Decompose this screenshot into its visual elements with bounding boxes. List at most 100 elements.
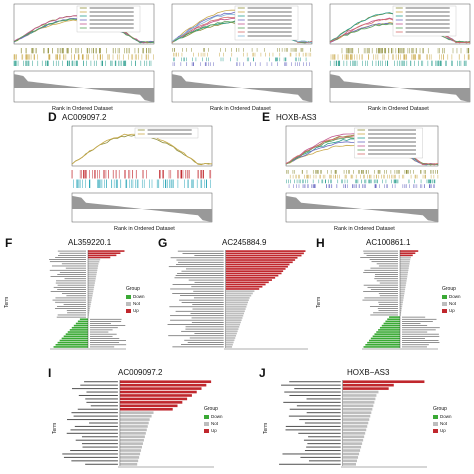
bar xyxy=(119,404,178,408)
term-label-stub xyxy=(190,313,224,314)
curve-legend-text-stub xyxy=(368,137,416,139)
ranked-metric-area xyxy=(14,74,154,102)
bar xyxy=(119,421,149,425)
term-label-stub xyxy=(81,436,118,438)
bar-panel-i: I AC009097.2 Term Group Down Not Up xyxy=(0,366,237,474)
bar xyxy=(119,411,154,414)
curve-legend-text-stub xyxy=(89,7,134,9)
curve-legend-text-stub xyxy=(89,15,134,17)
bar xyxy=(400,269,409,272)
bar xyxy=(342,449,361,452)
bar xyxy=(342,428,367,432)
term-label-stub xyxy=(90,344,127,346)
bar xyxy=(400,263,410,265)
term-label-stub xyxy=(85,398,118,400)
term-label-stub xyxy=(90,321,122,322)
bar xyxy=(389,316,400,318)
term-label-stub xyxy=(379,282,398,284)
bar xyxy=(77,320,88,323)
bar xyxy=(225,341,234,344)
legend-title-j: Group xyxy=(433,406,447,412)
bar xyxy=(59,339,88,342)
term-label-stub xyxy=(170,288,224,290)
bar xyxy=(400,282,407,284)
term-label-stub xyxy=(185,328,224,330)
term-label-stub xyxy=(90,331,109,333)
term-label-stub xyxy=(308,436,341,438)
legend-h: Group Down Not Up xyxy=(442,286,474,326)
term-label-stub xyxy=(49,259,86,260)
term-label-stub xyxy=(289,381,341,383)
term-label-stub xyxy=(52,299,86,301)
term-label-stub xyxy=(374,276,398,277)
legend-item-not-h: Not xyxy=(442,301,456,306)
term-label-stub xyxy=(178,261,224,263)
bar xyxy=(225,274,279,277)
bar xyxy=(88,303,91,306)
bar xyxy=(119,390,197,394)
legend-item-not-f: Not xyxy=(126,301,140,306)
curve-legend-text-stub xyxy=(247,23,292,25)
legend-item-down-f: Down xyxy=(126,294,145,299)
term-label-stub xyxy=(281,384,341,386)
term-label-stub xyxy=(402,323,421,324)
term-label-stub xyxy=(363,250,398,252)
swatch-not xyxy=(433,421,438,426)
ranked-metric-area xyxy=(330,74,470,102)
gsea-plot-e xyxy=(285,125,439,223)
term-label-stub xyxy=(64,278,86,280)
term-label-stub xyxy=(56,316,86,318)
bar xyxy=(79,318,88,321)
curve-legend-text-stub xyxy=(368,153,416,155)
bar xyxy=(342,456,359,459)
swatch-up xyxy=(126,308,131,313)
bar xyxy=(342,432,366,435)
bar xyxy=(119,442,143,445)
bar xyxy=(225,279,272,281)
term-label-stub xyxy=(86,401,118,403)
term-label-stub xyxy=(172,284,224,285)
bar xyxy=(225,252,304,255)
legend-title-i: Group xyxy=(204,406,218,412)
ranked-metric-area xyxy=(72,195,212,222)
bar xyxy=(400,305,403,308)
bar xyxy=(400,286,406,289)
curve-legend-text-stub xyxy=(247,15,292,17)
term-label-stub xyxy=(303,439,341,441)
bar xyxy=(342,421,369,425)
swatch-up xyxy=(433,428,438,433)
term-label-stub xyxy=(378,304,398,305)
term-label-stub xyxy=(90,340,126,341)
panel-title-h: AC100861.1 xyxy=(366,238,411,247)
term-label-stub xyxy=(194,281,224,283)
term-label-stub xyxy=(379,295,398,297)
bar-panel-h: H AC100861.1 Term Group Down Not Up xyxy=(316,236,474,358)
term-label-stub xyxy=(370,289,398,290)
term-label-stub xyxy=(378,293,398,294)
bar xyxy=(119,394,192,397)
bar xyxy=(342,383,394,387)
term-label-stub xyxy=(374,278,398,280)
bar xyxy=(225,305,247,308)
term-label-stub xyxy=(304,422,341,424)
term-label-stub xyxy=(90,327,118,329)
gsea-xlabel-top-right: Rank in Ordered Dataset xyxy=(368,106,429,112)
term-label-stub xyxy=(363,272,398,273)
curve-legend-text-stub xyxy=(405,27,450,29)
panel-letter-i: I xyxy=(48,366,52,380)
term-label-stub xyxy=(168,335,224,337)
term-label-stub xyxy=(86,391,118,393)
bar xyxy=(88,277,96,280)
bar xyxy=(342,387,389,390)
panel-letter-f: F xyxy=(5,236,13,250)
bar xyxy=(400,299,404,301)
curve-legend-box xyxy=(392,5,457,37)
term-label-stub xyxy=(306,412,341,414)
bar xyxy=(225,288,260,290)
term-label-stub xyxy=(402,338,425,339)
term-label-stub xyxy=(90,329,113,331)
bar xyxy=(225,268,286,270)
legend-item-up-j: Up xyxy=(433,428,446,433)
panel-title-i: AC009097.2 xyxy=(118,368,163,377)
term-label-stub xyxy=(378,301,398,303)
